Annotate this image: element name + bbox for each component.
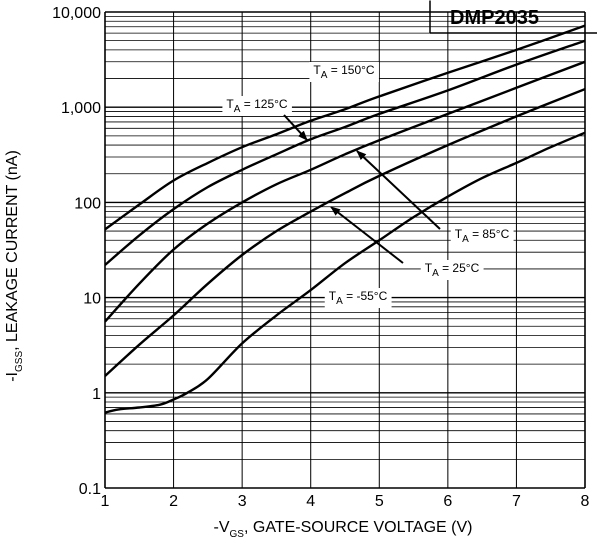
x-axis-title: -VGS, GATE-SOURCE VOLTAGE (V)	[214, 519, 473, 540]
part-number: DMP2035	[450, 7, 539, 29]
series-label-group-4: TA = 150°C	[309, 62, 379, 82]
series-line-0	[105, 133, 585, 413]
x-tick-label: 6	[443, 493, 452, 510]
grid	[105, 12, 585, 488]
x-tick-label: 3	[238, 493, 247, 510]
series-label-group-2: TA = 85°C	[357, 151, 514, 246]
series-label-group-0: TA = -55°C	[325, 288, 392, 308]
x-tick-label: 1	[101, 493, 110, 510]
series-label-arrow-1	[331, 207, 403, 263]
series-line-2	[105, 62, 585, 322]
y-tick-label: 0.1	[79, 481, 101, 498]
y-tick-label: 10	[83, 291, 101, 308]
x-tick-label: 8	[581, 493, 590, 510]
y-tick-label: 100	[74, 195, 101, 212]
x-tick-label: 2	[169, 493, 178, 510]
x-tick-labels: 1 2 3 4 5 6 7 8	[101, 493, 590, 510]
x-tick-label: 7	[512, 493, 521, 510]
series-label-group-3: TA = 125°C	[222, 96, 307, 140]
y-tick-label: 1,000	[61, 100, 101, 117]
y-tick-labels: 0.1 1 10 100 1,000 10,000	[52, 5, 101, 498]
y-tick-label: 10,000	[52, 5, 101, 22]
x-tick-label: 4	[306, 493, 315, 510]
x-tick-label: 5	[375, 493, 384, 510]
y-tick-label: 1	[92, 386, 101, 403]
y-axis-title: -IGSS, LEAKAGE CURRENT (nA)	[4, 150, 25, 382]
